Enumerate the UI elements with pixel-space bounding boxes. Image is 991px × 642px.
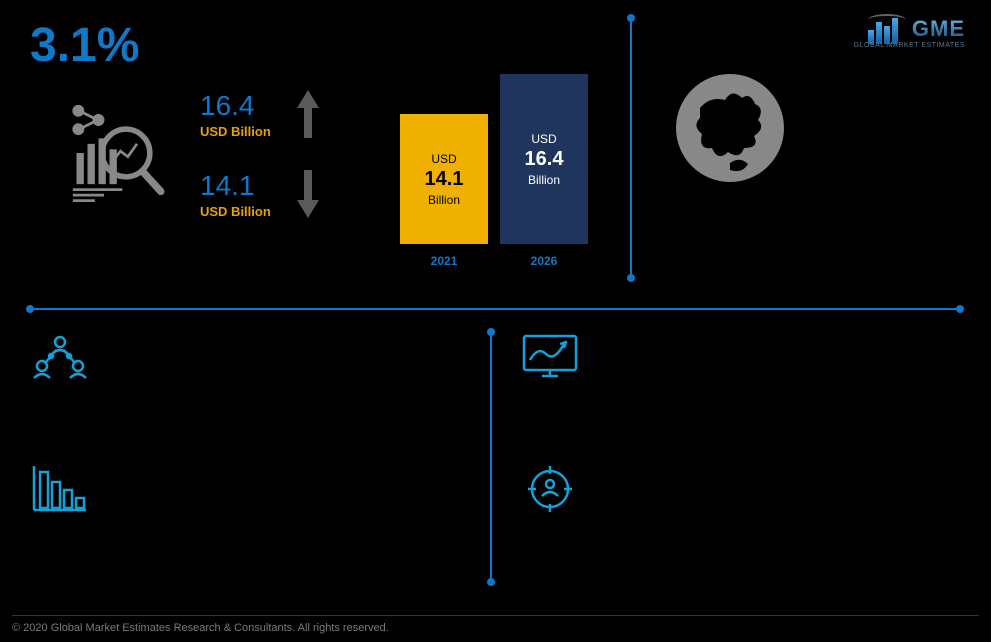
- bar-2021-rect: USD 14.1 Billion: [400, 114, 488, 244]
- value-low-row: 14.1 USD Billion: [200, 168, 321, 220]
- footer-copyright: © 2020 Global Market Estimates Research …: [12, 622, 389, 634]
- lower-section: [30, 332, 960, 592]
- bar-2026: USD 16.4 Billion 2026: [500, 74, 588, 268]
- monitor-trend-icon: [520, 332, 580, 386]
- value-low-number: 14.1: [200, 170, 271, 202]
- cell-top-left: [30, 332, 470, 452]
- gme-logo-bars-icon: [868, 14, 906, 44]
- upper-section: 16.4 USD Billion 14.1 USD Billion: [30, 88, 960, 288]
- horizontal-divider: [30, 308, 960, 310]
- cell-top-right: [520, 332, 960, 452]
- arrow-up-icon: [295, 88, 321, 140]
- value-high-row: 16.4 USD Billion: [200, 88, 321, 140]
- bar-2026-unit: Billion: [528, 173, 560, 187]
- value-high-number: 16.4: [200, 90, 271, 122]
- bar-2026-value: 16.4: [525, 148, 564, 171]
- footer-divider: [12, 615, 979, 616]
- gme-logo: GME: [868, 14, 965, 44]
- cagr-value: 3.1%: [30, 18, 139, 73]
- gme-logo-text: GME: [912, 16, 965, 42]
- bar-2026-rect: USD 16.4 Billion: [500, 74, 588, 244]
- value-pair: 16.4 USD Billion 14.1 USD Billion: [200, 88, 321, 248]
- people-network-icon: [30, 332, 90, 386]
- bar-2021-year: 2021: [431, 254, 458, 268]
- cell-bottom-left: [30, 462, 470, 582]
- bar-2021-value: 14.1: [425, 168, 464, 191]
- arrow-down-icon: [295, 168, 321, 220]
- bar-2021-unit: Billion: [428, 193, 460, 207]
- gme-logo-subtext: GLOBAL MARKET ESTIMATES: [854, 42, 965, 49]
- cell-bottom-right: [520, 462, 960, 582]
- bar-chart: USD 14.1 Billion 2021 USD 16.4 Billion 2…: [400, 58, 610, 268]
- declining-bars-icon: [30, 462, 90, 516]
- value-low-unit: USD Billion: [200, 204, 271, 219]
- vertical-divider-lower: [490, 332, 492, 582]
- bar-2021: USD 14.1 Billion 2021: [400, 114, 488, 268]
- bar-2026-usd: USD: [531, 132, 556, 146]
- globe-icon: [670, 68, 790, 188]
- target-person-icon: [520, 462, 580, 516]
- bar-2026-year: 2026: [531, 254, 558, 268]
- value-high-unit: USD Billion: [200, 124, 271, 139]
- bar-2021-usd: USD: [431, 152, 456, 166]
- infographic-root: 3.1% GME GLOBAL MARKET ESTIMATES: [0, 0, 991, 642]
- vertical-divider-upper: [630, 18, 632, 278]
- analytics-magnifier-icon: [60, 98, 170, 208]
